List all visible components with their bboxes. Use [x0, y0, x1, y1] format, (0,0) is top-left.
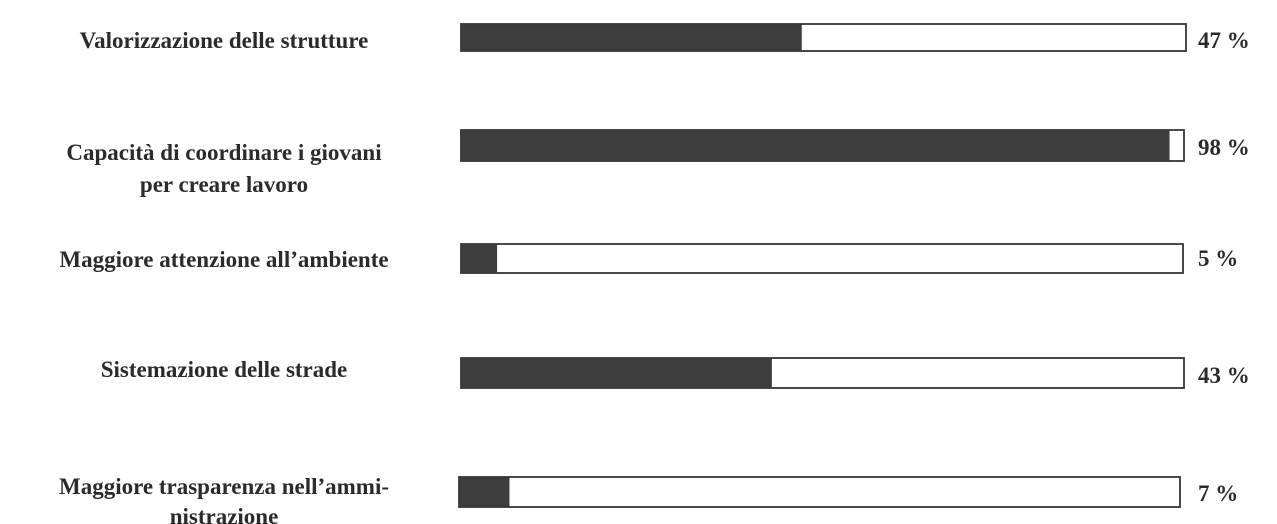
bar-row: Capacità di coordinare i giovani per crea… — [66, 129, 1250, 197]
category-label-line: Maggiore attenzione all’ambiente — [59, 247, 388, 272]
bar-track — [458, 476, 1181, 508]
category-label: Valorizzazione delle strutture — [80, 28, 369, 53]
bar-border — [458, 476, 1181, 508]
bar-fill — [461, 24, 802, 51]
bar-track — [460, 243, 1184, 274]
bar-row: Maggiore trasparenza nell’ammi-nistrazio… — [59, 474, 1238, 524]
bar-border — [460, 243, 1184, 274]
category-label: Sistemazione delle strade — [101, 357, 348, 382]
value-label: 7 % — [1198, 481, 1238, 506]
category-label: Capacità di coordinare i giovani per crea… — [66, 140, 382, 197]
bar-row: Sistemazione delle strade 43 % — [101, 357, 1250, 389]
category-label: Maggiore attenzione all’ambiente — [59, 247, 388, 272]
bar-fill — [461, 358, 772, 388]
value-label: 98 % — [1198, 135, 1250, 160]
value-label: 43 % — [1198, 363, 1250, 388]
category-label-line: Valorizzazione delle strutture — [80, 28, 369, 53]
value-label: 5 % — [1198, 246, 1238, 271]
bar-row: Maggiore attenzione all’ambiente 5 % — [59, 243, 1238, 274]
bar-border — [460, 129, 1185, 162]
bar-border — [460, 23, 1187, 52]
bar-fill — [461, 244, 498, 273]
bar-border — [460, 357, 1185, 389]
category-label-line: Capacità di coordinare i giovani — [66, 140, 382, 165]
value-label: 47 % — [1198, 28, 1250, 53]
category-label-line: Maggiore trasparenza nell’ammi- — [59, 474, 389, 499]
bar-fill — [461, 130, 1170, 161]
category-label: Maggiore trasparenza nell’ammi-nistrazio… — [59, 474, 389, 524]
category-label-line: per creare lavoro — [140, 172, 308, 197]
bar-fill — [459, 477, 510, 507]
bar-row: Valorizzazione delle strutture 47 % — [80, 23, 1250, 53]
category-label-line: nistrazione — [170, 504, 279, 524]
category-label-line: Sistemazione delle strade — [101, 357, 348, 382]
